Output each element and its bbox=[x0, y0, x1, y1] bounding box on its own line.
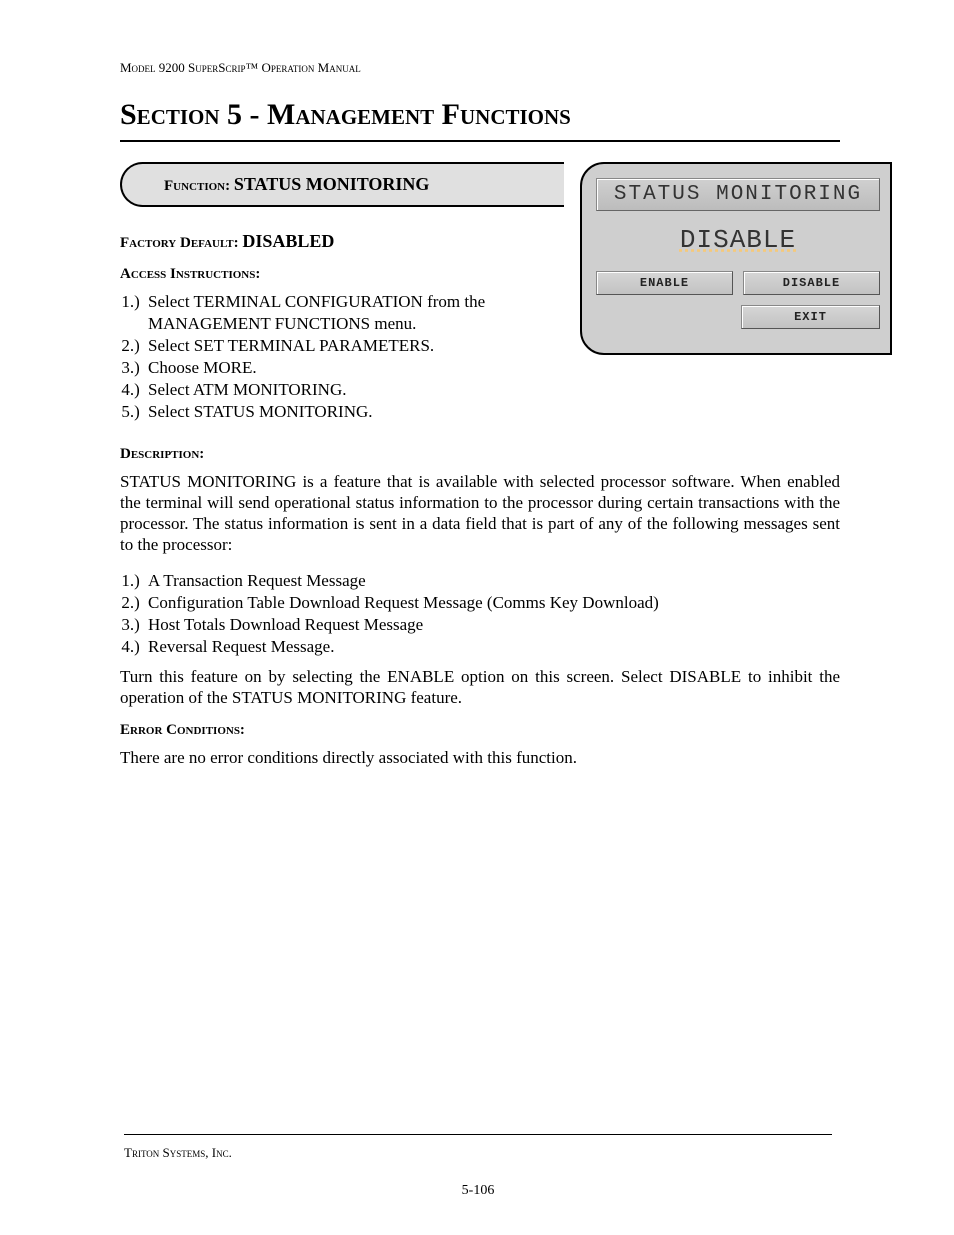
access-step: Select ATM MONITORING. bbox=[144, 379, 564, 401]
page-number: 5-106 bbox=[124, 1183, 832, 1199]
access-step: Select TERMINAL CONFIGURATION from the M… bbox=[144, 291, 564, 335]
function-name: STATUS MONITORING bbox=[234, 174, 430, 194]
title-rule bbox=[120, 140, 840, 142]
terminal-title-bar: STATUS MONITORING bbox=[596, 178, 880, 211]
access-step: Select SET TERMINAL PARAMETERS. bbox=[144, 335, 564, 357]
function-name-box: Function: STATUS MONITORING bbox=[120, 162, 564, 207]
running-header: Model 9200 SuperScrip™ Operation Manual bbox=[120, 60, 840, 76]
terminal-button-row-1: ENABLE DISABLE bbox=[596, 271, 880, 295]
description-body: STATUS MONITORING is a feature that is a… bbox=[120, 471, 840, 556]
access-step: Select STATUS MONITORING. bbox=[144, 401, 564, 423]
message-item: Configuration Table Download Request Mes… bbox=[144, 592, 840, 614]
content-columns: Function: STATUS MONITORING Factory Defa… bbox=[120, 162, 840, 432]
footer-rule bbox=[124, 1134, 832, 1135]
function-label: Function: bbox=[164, 178, 234, 194]
footer-company: Triton Systems, Inc. bbox=[124, 1145, 832, 1161]
description-paragraph-1: STATUS MONITORING is a feature that is a… bbox=[120, 471, 840, 556]
message-item: Reversal Request Message. bbox=[144, 636, 840, 658]
factory-default-line: Factory Default: DISABLED bbox=[120, 231, 564, 252]
error-conditions-heading: Error Conditions: bbox=[120, 722, 840, 739]
message-item: A Transaction Request Message bbox=[144, 570, 840, 592]
description-body-2: Turn this feature on by selecting the EN… bbox=[120, 666, 840, 709]
access-step: Choose MORE. bbox=[144, 357, 564, 379]
page-footer: Triton Systems, Inc. 5-106 bbox=[124, 1128, 832, 1199]
description-heading: Description: bbox=[120, 446, 840, 463]
error-conditions-body: There are no error conditions directly a… bbox=[120, 747, 840, 768]
description-paragraph-2: Turn this feature on by selecting the EN… bbox=[120, 666, 840, 709]
left-column: Function: STATUS MONITORING Factory Defa… bbox=[120, 162, 564, 432]
terminal-screenshot: STATUS MONITORING DISABLE ENABLE DISABLE… bbox=[580, 162, 892, 355]
terminal-enable-button[interactable]: ENABLE bbox=[596, 271, 733, 295]
terminal-status-text: DISABLE bbox=[596, 225, 880, 255]
section-title: Section 5 - Management Functions bbox=[120, 98, 840, 132]
access-steps-list: Select TERMINAL CONFIGURATION from the M… bbox=[120, 291, 564, 424]
factory-default-value: DISABLED bbox=[242, 231, 334, 251]
access-instructions-heading: Access Instructions: bbox=[120, 266, 564, 283]
terminal-button-row-2: EXIT bbox=[596, 305, 880, 329]
terminal-exit-button[interactable]: EXIT bbox=[741, 305, 880, 329]
terminal-disable-button[interactable]: DISABLE bbox=[743, 271, 880, 295]
right-column: STATUS MONITORING DISABLE ENABLE DISABLE… bbox=[580, 162, 892, 355]
error-conditions-text: There are no error conditions directly a… bbox=[120, 747, 840, 768]
factory-default-label: Factory Default: bbox=[120, 235, 242, 251]
page: Model 9200 SuperScrip™ Operation Manual … bbox=[0, 0, 954, 1235]
message-item: Host Totals Download Request Message bbox=[144, 614, 840, 636]
message-list: A Transaction Request Message Configurat… bbox=[120, 570, 840, 658]
